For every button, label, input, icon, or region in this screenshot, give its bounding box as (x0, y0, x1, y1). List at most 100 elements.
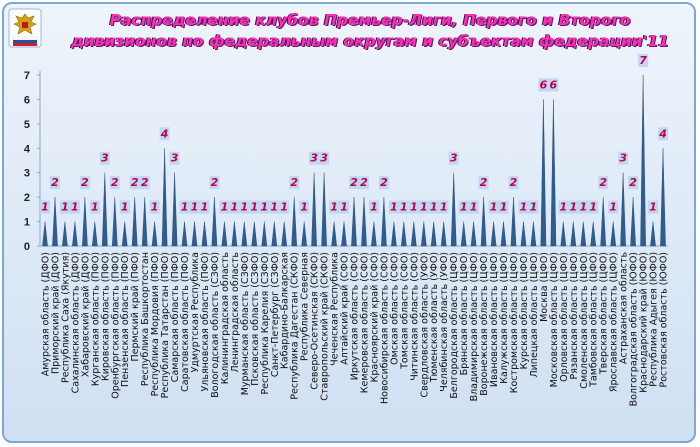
data-label-box (398, 200, 409, 214)
x-tick-label: Смоленская область (ЦФО) (579, 252, 590, 389)
x-tick-label: Хабаровский край (ДФО) (80, 252, 91, 377)
x-tick-label: Республика Башкортостан (140, 252, 151, 386)
area-spike (271, 221, 278, 247)
data-label: 1 (270, 201, 278, 214)
x-tick-label: Пензенская область (ПФО) (120, 252, 131, 387)
x-tick-label: Белгородская область (ЦФО) (449, 252, 460, 399)
area-spike (321, 172, 327, 247)
data-label-box (299, 200, 310, 214)
data-label: 3 (171, 152, 179, 165)
area-spike (381, 197, 387, 247)
chart-title: Распределение клубов Премьер-Лиги, Перво… (71, 11, 669, 50)
data-label: 1 (71, 201, 79, 214)
x-tick-label: Орловская область (ЦФО) (559, 252, 570, 382)
data-label: 1 (649, 201, 657, 214)
data-label-box (498, 200, 509, 214)
data-label-box (79, 176, 90, 190)
x-tick-label: Владимирская область (ЦФО) (469, 252, 480, 401)
x-tick-label: Липецкая область (ЦФО) (529, 252, 540, 378)
data-label-box (269, 200, 280, 214)
x-tick-label: Республика Мордовия (ПФО) (150, 252, 161, 396)
x-tick-label: Кабардино-Балкарская (280, 252, 291, 369)
y-tick-label: 6 (24, 94, 30, 106)
x-tick-label: Воронежская область (ЦФО) (479, 252, 490, 396)
x-tick-label: Читинская область (СФО) (409, 252, 420, 381)
x-tick-label: Курганская область (ПФО) (90, 252, 101, 386)
area-spike (361, 197, 367, 247)
area-spike (510, 197, 517, 247)
x-tick-label: Ивановская область (ЦФО) (489, 252, 500, 387)
x-tick-label: Волгоградская область (ЮФО) (629, 252, 640, 406)
y-tick-label: 4 (24, 143, 31, 155)
data-label: 1 (221, 201, 229, 214)
x-tick-label: Оренбургская область (ПФО) (110, 252, 121, 399)
x-tick-label: Ростовская область (ЮФО) (659, 252, 670, 388)
data-label-box (658, 127, 669, 141)
data-label: 1 (250, 201, 258, 214)
data-label: 1 (300, 201, 308, 214)
x-tick-label: Брянская область (ЦФО) (459, 252, 470, 375)
data-label: 2 (629, 176, 637, 189)
area-spike (520, 221, 527, 247)
data-label-box (418, 200, 429, 214)
area-spike (341, 221, 347, 247)
area-spike (410, 221, 417, 247)
data-label: 3 (450, 152, 458, 165)
data-label: 1 (579, 201, 587, 214)
data-label: 1 (340, 201, 348, 214)
data-label: 1 (440, 201, 448, 214)
data-label-box (179, 200, 190, 214)
data-label-box (648, 200, 659, 214)
x-tick-label: Ярославская область (ЦФО) (609, 252, 620, 392)
area-spike (630, 197, 636, 247)
data-label: 2 (141, 176, 149, 189)
data-label: 1 (121, 201, 129, 214)
x-tick-label: Республика Адыгея (ЮФО) (649, 252, 660, 387)
x-tick-label: Чеченская Республика (330, 252, 341, 366)
x-tick-label: Республика Татарстан (ПФО) (160, 252, 171, 398)
data-label-box (119, 200, 130, 214)
data-label: 1 (589, 201, 597, 214)
data-label: 2 (131, 176, 139, 189)
area-spike (181, 221, 188, 247)
x-tick-label: Мурманская область (СЗФО) (240, 252, 251, 395)
y-tick-label: 2 (24, 192, 30, 204)
data-label: 1 (201, 201, 209, 214)
x-tick-label: Амурская область (ДФО) (41, 252, 52, 376)
area-spike (72, 221, 78, 247)
y-tick-label: 3 (24, 168, 30, 180)
x-tick-label: Тверская область (ЦФО) (599, 252, 610, 375)
data-label-box (638, 54, 649, 67)
area-spike (500, 221, 507, 247)
area-spike (82, 197, 88, 247)
x-tick-label: Республика Карелия (СЗФО) (260, 252, 271, 395)
area-spike (211, 197, 218, 247)
x-tick-label: Ленинградская область (230, 252, 241, 373)
data-label-box (309, 151, 320, 165)
data-label: 1 (191, 201, 199, 214)
area-spike (440, 221, 447, 247)
area-spike (540, 99, 547, 247)
data-label: 1 (569, 201, 577, 214)
y-tick-label: 5 (24, 119, 30, 131)
area-spike (251, 221, 258, 247)
area-spike (391, 221, 397, 247)
data-label: 3 (101, 152, 109, 165)
data-label-box (169, 151, 180, 165)
area-spike (470, 221, 477, 247)
data-label-box (588, 200, 599, 214)
data-label-box (139, 176, 150, 190)
data-label: 6 (550, 78, 558, 91)
x-tick-label: Красноярский край (СФО) (369, 252, 380, 382)
data-label-box (458, 200, 469, 214)
area-spike (311, 172, 317, 247)
data-label: 4 (658, 127, 667, 140)
data-label-box (149, 200, 160, 214)
data-label-box (329, 200, 340, 214)
data-label: 2 (51, 176, 59, 189)
data-label-box (368, 200, 379, 214)
x-tick-label: Кировская область (ПФО) (100, 252, 111, 381)
area-spike (111, 197, 118, 247)
data-label-box (538, 78, 549, 92)
